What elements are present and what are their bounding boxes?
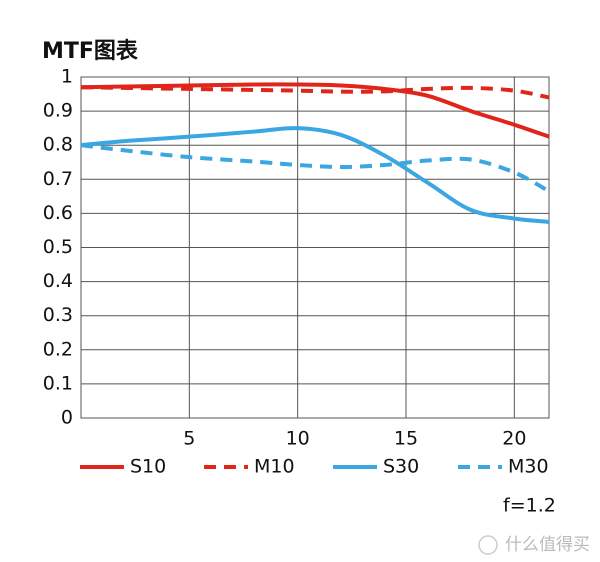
y-tick-label: 0.2 [43,338,73,360]
series-line [80,85,550,100]
annotation: f=1.2 [503,495,556,517]
y-tick-label: 0.1 [43,372,73,394]
watermark: 什么值得买 [505,535,590,555]
y-tick-label: 1 [61,66,73,88]
x-tick-label: 10 [286,428,310,450]
x-tick-label: 20 [502,428,526,450]
legend-label: M30 [508,456,549,478]
series-line [80,143,550,193]
chart-title: MTF图表 [42,39,139,64]
series-line [80,126,550,224]
y-tick-label: 0.5 [43,236,73,258]
x-tick-label: 15 [394,428,418,450]
y-tick-label: 0 [61,407,73,429]
legend-label: S10 [130,456,166,478]
y-tick-label: 0.7 [43,168,73,190]
x-tick-label: 5 [183,428,195,450]
legend-label: S30 [383,456,419,478]
watermark-icon [478,535,498,555]
y-tick-label: 0.6 [43,202,73,224]
y-tick-label: 0.4 [43,270,73,292]
y-tick-label: 0.9 [43,100,73,122]
series-line [80,82,550,139]
y-tick-label: 0.3 [43,304,73,326]
legend-label: M10 [254,456,295,478]
y-tick-label: 0.8 [43,134,73,156]
